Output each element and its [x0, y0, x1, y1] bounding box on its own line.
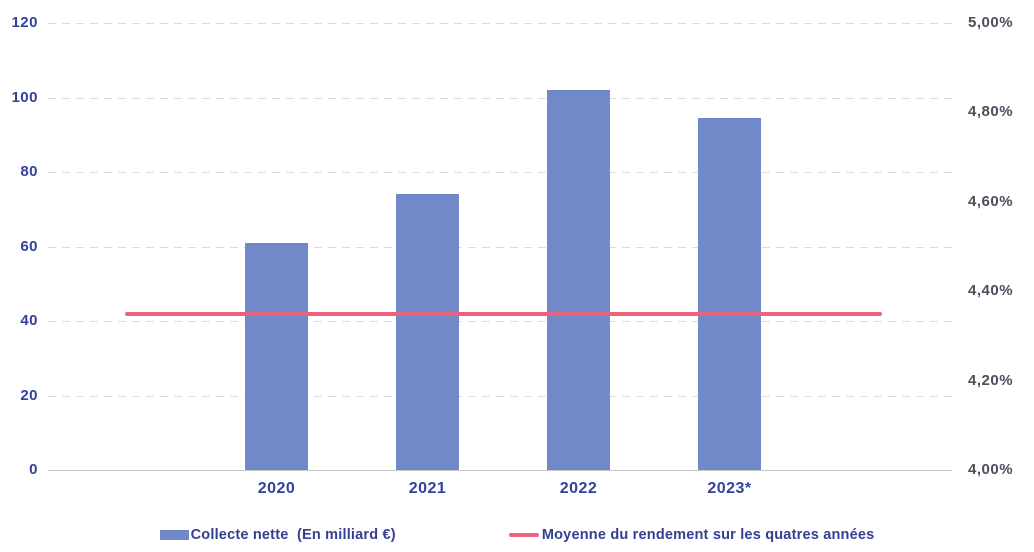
left-axis-tick-60: 60 [20, 237, 38, 255]
right-axis-tick-4,20%: 4,20% [968, 371, 1014, 389]
average-rendement-line[interactable] [125, 311, 882, 316]
bar-2022[interactable] [547, 90, 610, 470]
legend-item-collecte-nette[interactable]: Collecte nette (En milliard €) [159, 527, 396, 543]
right-axis-tick-4,80%: 4,80% [968, 103, 1014, 121]
x-axis-baseline [48, 470, 952, 471]
right-axis-tick-4,60%: 4,60% [968, 192, 1014, 210]
left-axis-tick-120: 120 [11, 14, 38, 32]
x-axis-label-2022: 2022 [559, 480, 598, 497]
gridline [48, 172, 952, 173]
left-axis-tick-40: 40 [20, 312, 38, 330]
gridline [48, 97, 952, 99]
bar-2020[interactable] [245, 242, 308, 470]
right-axis-tick-4,40%: 4,40% [968, 282, 1014, 300]
legend-label-collecte-nette: Collecte nette (En milliard €) [190, 527, 396, 543]
left-axis-tick-80: 80 [20, 163, 38, 181]
bar-2021[interactable] [396, 194, 459, 470]
line-series-swatch [508, 533, 539, 537]
gridline [48, 23, 952, 24]
right-axis-tick-5,00%: 5,00% [968, 14, 1014, 32]
gridline [48, 246, 952, 248]
x-axis-label-2021: 2021 [408, 480, 447, 497]
legend-item-moyenne-rendement[interactable]: Moyenne du rendement sur les quatres ann… [508, 527, 875, 543]
left-axis-tick-0: 0 [29, 461, 38, 479]
left-axis-tick-20: 20 [20, 386, 38, 404]
gridline [48, 321, 952, 322]
chart-legend: Collecte nette (En milliard €) Moyenne d… [0, 527, 1034, 543]
legend-label-moyenne-rendement: Moyenne du rendement sur les quatres ann… [541, 527, 875, 543]
x-axis-label-2023*: 2023* [707, 480, 752, 497]
bar-2023*[interactable] [698, 117, 761, 470]
right-axis-tick-4,00%: 4,00% [968, 461, 1014, 479]
left-axis-tick-100: 100 [11, 88, 38, 106]
x-axis-label-2020: 2020 [257, 480, 296, 497]
bar-series-swatch [159, 530, 189, 540]
gridline [48, 395, 952, 397]
